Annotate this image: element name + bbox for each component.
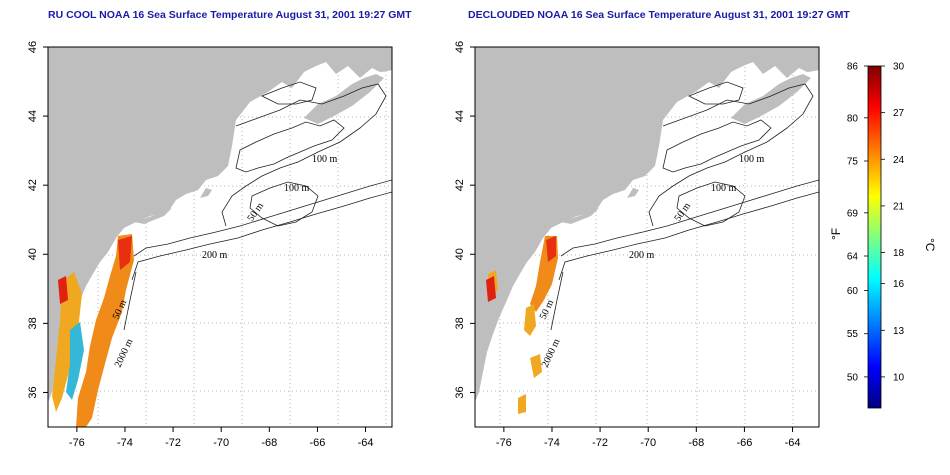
colorbar-fahrenheit-ticks: 86 80 75 69 64 60 55 50 bbox=[847, 62, 868, 383]
left-lon-tick-label: -68 bbox=[261, 437, 277, 449]
right-map-frame bbox=[474, 46, 820, 428]
fahrenheit-tick-label: 60 bbox=[847, 286, 859, 297]
celsius-tick-label: 21 bbox=[893, 201, 905, 212]
right-lat-tick-label: 40 bbox=[454, 248, 466, 260]
fahrenheit-tick-label: 64 bbox=[847, 252, 859, 263]
right-lon-tick-label: -72 bbox=[592, 437, 608, 449]
right-lon-tick-label: -64 bbox=[785, 437, 801, 449]
celsius-tick-label: 16 bbox=[893, 279, 905, 290]
right-map-title: DECLOUDED NOAA 16 Sea Surface Temperatur… bbox=[468, 9, 850, 21]
left-lat-tick-label: 44 bbox=[27, 110, 39, 122]
celsius-tick-label: 13 bbox=[893, 326, 905, 337]
fahrenheit-tick-label: 80 bbox=[847, 113, 859, 124]
celsius-tick-label: 30 bbox=[893, 62, 905, 73]
fahrenheit-tick-label: 50 bbox=[847, 372, 859, 383]
left-lat-tick-label: 42 bbox=[27, 179, 39, 191]
left-lon-tick-label: -70 bbox=[213, 437, 229, 449]
right-long-island bbox=[561, 208, 599, 224]
celsius-unit-label: °C bbox=[923, 238, 937, 252]
left-lon-tick-label: -64 bbox=[358, 437, 374, 449]
left-sst-coast bbox=[52, 272, 82, 412]
right-lon-tick-label: -76 bbox=[496, 437, 512, 449]
right-axes: -76 -74 -72 -70 -68 -66 -64 36 38 40 42 44 46 bbox=[454, 41, 800, 449]
right-lon-tick-label: -74 bbox=[544, 437, 560, 449]
right-contours bbox=[550, 81, 819, 331]
celsius-tick-label: 10 bbox=[893, 372, 905, 383]
left-map-frame bbox=[47, 46, 393, 428]
left-nova-scotia bbox=[304, 74, 384, 124]
right-lon-tick-label: -68 bbox=[688, 437, 704, 449]
right-lat-tick-label: 46 bbox=[454, 41, 466, 53]
left-lon-tick-label: -74 bbox=[117, 437, 133, 449]
left-cape-cod bbox=[200, 188, 212, 198]
colorbar-gradient bbox=[867, 65, 882, 409]
right-lat-tick-label: 42 bbox=[454, 179, 466, 191]
celsius-tick-label: 24 bbox=[893, 155, 905, 166]
right-lat-tick-label: 36 bbox=[454, 386, 466, 398]
left-lat-tick-label: 36 bbox=[27, 386, 39, 398]
fahrenheit-tick-label: 75 bbox=[847, 157, 859, 168]
colorbar: 86 80 75 69 64 60 55 50 30 27 24 21 18 16 13 10 °F °C bbox=[829, 62, 937, 409]
right-sst-red-bay bbox=[486, 276, 496, 302]
right-lat-tick-label: 38 bbox=[454, 317, 466, 329]
left-contour-label-200m: 200 m bbox=[202, 250, 228, 261]
right-contour-label-100m-gulf: 100 m bbox=[711, 183, 737, 194]
right-lon-tick-label: -70 bbox=[640, 437, 656, 449]
right-cape-breton bbox=[803, 54, 819, 72]
celsius-tick-label: 18 bbox=[893, 248, 905, 259]
left-lat-tick-label: 40 bbox=[27, 248, 39, 260]
left-lon-tick-label: -72 bbox=[165, 437, 181, 449]
left-sst-cool bbox=[66, 322, 84, 400]
right-land bbox=[475, 47, 819, 402]
fahrenheit-tick-label: 55 bbox=[847, 329, 859, 340]
right-lon-tick-label: -66 bbox=[736, 437, 752, 449]
fahrenheit-unit-label: °F bbox=[829, 228, 843, 240]
left-land bbox=[48, 47, 392, 402]
left-lon-tick-label: -76 bbox=[69, 437, 85, 449]
left-contour-label-100m-gulf: 100 m bbox=[284, 183, 310, 194]
right-contour-label-200m: 200 m bbox=[629, 250, 655, 261]
right-contour-label-100m-north: 100 m bbox=[739, 154, 765, 165]
left-contours bbox=[123, 81, 392, 331]
left-cape-breton bbox=[376, 54, 392, 72]
right-nova-scotia bbox=[731, 74, 811, 124]
right-sst-warm bbox=[546, 236, 556, 262]
fahrenheit-tick-label: 86 bbox=[847, 62, 859, 73]
left-lat-tick-label: 46 bbox=[27, 41, 39, 53]
right-cape-cod bbox=[627, 188, 639, 198]
left-sst-red-bay bbox=[58, 276, 68, 304]
fahrenheit-tick-label: 69 bbox=[847, 208, 859, 219]
right-lat-tick-label: 44 bbox=[454, 110, 466, 122]
left-lat-tick-label: 38 bbox=[27, 317, 39, 329]
left-sst-warm bbox=[118, 236, 132, 270]
left-lon-tick-label: -66 bbox=[309, 437, 325, 449]
colorbar-celsius-ticks: 30 27 24 21 18 16 13 10 bbox=[881, 62, 905, 383]
celsius-tick-label: 27 bbox=[893, 108, 905, 119]
left-sst-swath bbox=[76, 234, 134, 427]
left-map-title: RU COOL NOAA 16 Sea Surface Temperature … bbox=[48, 9, 412, 21]
left-long-island bbox=[134, 208, 172, 224]
left-map-panel: 100 m 100 m 50 m 200 m 50 m 2000 m bbox=[47, 46, 393, 428]
left-contour-label-100m-north: 100 m bbox=[312, 154, 338, 165]
right-map-panel: 100 m 100 m 50 m 200 m 50 m 2000 m bbox=[474, 46, 820, 428]
left-axes: -76 -74 -72 -70 -68 -66 -64 36 38 40 42 44 46 bbox=[27, 41, 373, 449]
